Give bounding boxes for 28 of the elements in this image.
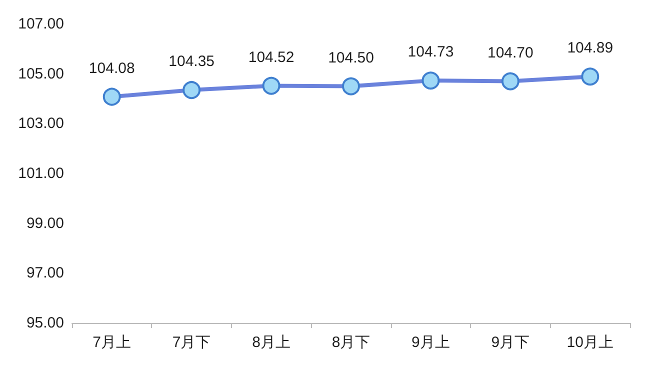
data-label: 104.89 [567, 40, 614, 57]
data-label: 104.50 [328, 49, 374, 66]
y-tick-label: 95.00 [26, 314, 64, 332]
point [262, 76, 280, 95]
data-label: 104.35 [168, 53, 215, 70]
x-tick-label: 8月上 [252, 334, 290, 351]
x-tick-label: 10月上 [566, 334, 614, 351]
y-tick-label: 105.00 [18, 65, 64, 82]
point [501, 72, 520, 90]
point [581, 68, 600, 86]
y-tick-label: 101.00 [18, 165, 64, 182]
point [182, 81, 201, 100]
x-tick-label: 9月下 [491, 334, 530, 351]
x-tick-label: 8月下 [332, 334, 370, 351]
data-label: 104.52 [248, 48, 294, 66]
x-tick-label: 7月下 [172, 334, 211, 351]
point [342, 77, 360, 96]
x-tick-label: 7月上 [92, 334, 132, 351]
y-tick-label: 107.00 [18, 16, 64, 32]
point [422, 72, 440, 90]
y-tick-label: 103.00 [18, 115, 64, 132]
x-tick-label: 9月上 [412, 334, 450, 351]
data-label: 104.70 [487, 44, 534, 62]
point [102, 88, 121, 106]
data-label: 104.08 [88, 60, 135, 77]
y-tick-label: 99.00 [26, 214, 64, 232]
data-label: 104.73 [408, 44, 454, 61]
y-tick-label: 97.00 [26, 264, 64, 282]
